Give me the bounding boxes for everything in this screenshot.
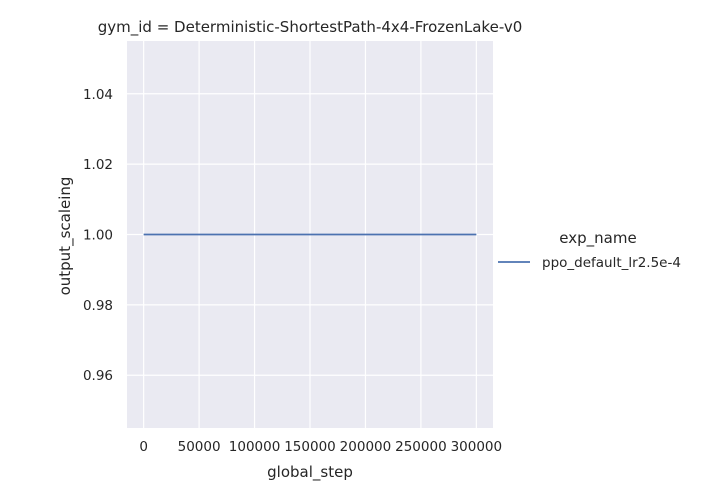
x-tick-label: 50000 — [178, 439, 221, 455]
chart-title: gym_id = Deterministic-ShortestPath-4x4-… — [98, 18, 523, 37]
y-axis-label: output_scaleing — [56, 177, 75, 296]
y-tick-label: 1.02 — [83, 157, 113, 173]
x-tick-label: 300000 — [451, 439, 503, 455]
y-tick-label: 0.98 — [83, 298, 113, 314]
x-tick-labels: 0 50000 100000 150000 200000 250000 300000 — [139, 439, 502, 455]
legend: exp_name ppo_default_lr2.5e-4 — [498, 229, 681, 271]
y-tick-label: 1.04 — [83, 87, 113, 103]
y-tick-label: 0.96 — [83, 368, 113, 384]
y-tick-labels: 0.96 0.98 1.00 1.02 1.04 — [83, 87, 113, 384]
x-tick-label: 200000 — [340, 439, 392, 455]
y-tick-label: 1.00 — [83, 228, 113, 244]
x-tick-label: 0 — [139, 439, 148, 455]
legend-label: ppo_default_lr2.5e-4 — [542, 255, 681, 271]
x-axis-label: global_step — [267, 463, 353, 482]
x-tick-label: 250000 — [395, 439, 447, 455]
x-tick-label: 100000 — [229, 439, 281, 455]
x-tick-label: 150000 — [284, 439, 336, 455]
legend-title: exp_name — [559, 229, 636, 248]
